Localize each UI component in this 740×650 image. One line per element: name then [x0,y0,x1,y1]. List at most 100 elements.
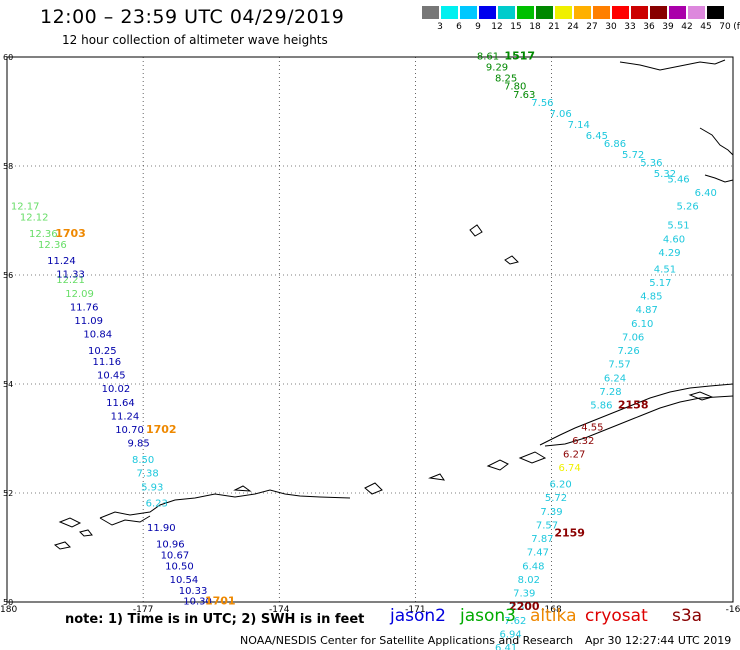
y-tick-label: 58 [3,162,13,171]
wave-height-label: 11.24 [111,411,140,422]
wave-height-label: 12.17 [11,202,40,213]
colorbar-label: 30 [605,22,617,32]
wave-height-label: 7.14 [568,120,590,131]
coastline-segment [99,489,351,519]
wave-height-label: 10.84 [83,330,112,341]
coastline-segment [58,517,82,528]
colorbar-label: 9 [475,22,481,32]
wave-height-label: 5.36 [640,158,662,169]
y-tick-label: 60 [3,53,13,62]
wave-height-label: 7.80 [504,82,526,93]
wave-height-label: 6.94 [500,629,522,640]
wave-height-label: 6.41 [495,643,517,650]
x-tick-label: -171 [405,605,425,615]
colorbar-swatch [688,6,705,19]
colorbar-swatch [555,6,572,19]
footnote: note: 1) Time is in UTC; 2) SWH is in fe… [65,612,365,627]
wave-height-label: 10.30 [183,597,212,608]
wave-height-label: 6.48 [522,561,544,572]
wave-height-label: 6.74 [559,463,581,474]
pass-time-label: 2159 [554,527,585,540]
wave-height-label: 5.26 [676,202,698,213]
colorbar-unit: (ft) [733,22,740,32]
wave-height-label: 9.29 [486,63,508,74]
colorbar-swatch [707,6,724,19]
colorbar-label: 33 [624,22,636,32]
colorbar-label: 6 [456,22,462,32]
wave-height-label: 4.60 [663,234,685,245]
pass-time-label: 1702 [146,423,177,436]
wave-height-label: 5.32 [654,169,676,180]
pass-time-label: 1701 [205,595,236,608]
wave-height-label: 8.02 [518,575,540,586]
wave-height-label: 11.64 [106,398,135,409]
colorbar-label: 45 [700,22,712,32]
colorbar-swatch [441,6,458,19]
wave-height-label: 11.76 [70,302,99,313]
coastline-segment [469,224,483,237]
wave-height-label: 6.27 [563,450,585,461]
legend-item-jason3: jason3 [460,606,516,626]
x-tick-label: -168 [541,605,562,615]
coastline-segment [699,127,734,156]
colorbar-label: 21 [548,22,560,32]
wave-height-label: 12.36 [29,229,58,240]
wave-height-label: 5.86 [590,401,612,412]
wave-height-label: 4.85 [640,292,662,303]
coastline-segment [688,391,714,401]
wave-height-label: 7.38 [137,469,159,480]
wave-height-label: 11.90 [147,523,176,534]
colorbar-swatch [517,6,534,19]
colorbar-swatch [479,6,496,19]
wave-height-label: 12.12 [20,213,49,224]
wave-height-label: 11.16 [93,357,122,368]
wave-height-label: 10.25 [88,346,117,357]
wave-height-label: 7.87 [531,534,553,545]
colorbar-swatch [536,6,553,19]
map-title: 12:00 – 23:59 UTC 04/29/2019 [40,6,345,28]
coastline-segment [53,541,72,550]
wave-height-label: 6.45 [586,131,608,142]
wave-height-label: 6.32 [572,436,594,447]
coastline-segment [79,529,93,537]
colorbar-label: 70 [719,22,731,32]
wave-height-label: 6.24 [604,373,626,384]
wave-height-label: 4.87 [636,305,658,316]
colorbar-swatch [631,6,648,19]
pass-time-label: 1703 [55,227,86,240]
colorbar-swatch [498,6,515,19]
wave-height-label: 10.54 [170,575,199,586]
y-tick-label: 52 [3,489,13,498]
y-tick-label: 56 [3,271,13,280]
wave-height-label: 7.39 [540,507,562,518]
colorbar-label: 18 [529,22,541,32]
coastline-segment [544,395,734,447]
wave-height-label: 7.57 [608,360,630,371]
wave-height-label: 11.33 [56,270,85,281]
x-tick-label: -177 [133,605,153,615]
coastline-segment [619,59,726,71]
colorbar-label: 39 [662,22,674,32]
generated-timestamp: Apr 30 12:27:44 UTC 2019 [585,634,732,647]
wave-height-label: 10.96 [156,540,185,551]
wave-height-label: 7.30 [509,602,531,613]
coastline-segment [518,451,547,464]
wave-height-label: 7.06 [549,109,571,120]
pass-time-label: 2200 [509,600,540,613]
wave-height-label: 7.06 [622,332,644,343]
colorbar-swatch [612,6,629,19]
wave-height-label: 10.33 [179,586,208,597]
wave-height-label: 7.28 [599,387,621,398]
wave-height-label: 7.26 [618,346,640,357]
legend-item-cryosat: cryosat [585,606,648,626]
map-subtitle: 12 hour collection of altimeter wave hei… [62,33,328,47]
wave-height-label: 4.29 [658,248,680,259]
map-frame [6,56,734,603]
coastline-segment [99,515,151,526]
colorbar-swatch [593,6,610,19]
wave-height-label: 5.17 [649,278,671,289]
wave-height-label: 6.20 [549,480,571,491]
coastline-segment [704,174,734,183]
coastline-segment [428,473,446,481]
legend-item-s3a: s3a [672,606,703,626]
